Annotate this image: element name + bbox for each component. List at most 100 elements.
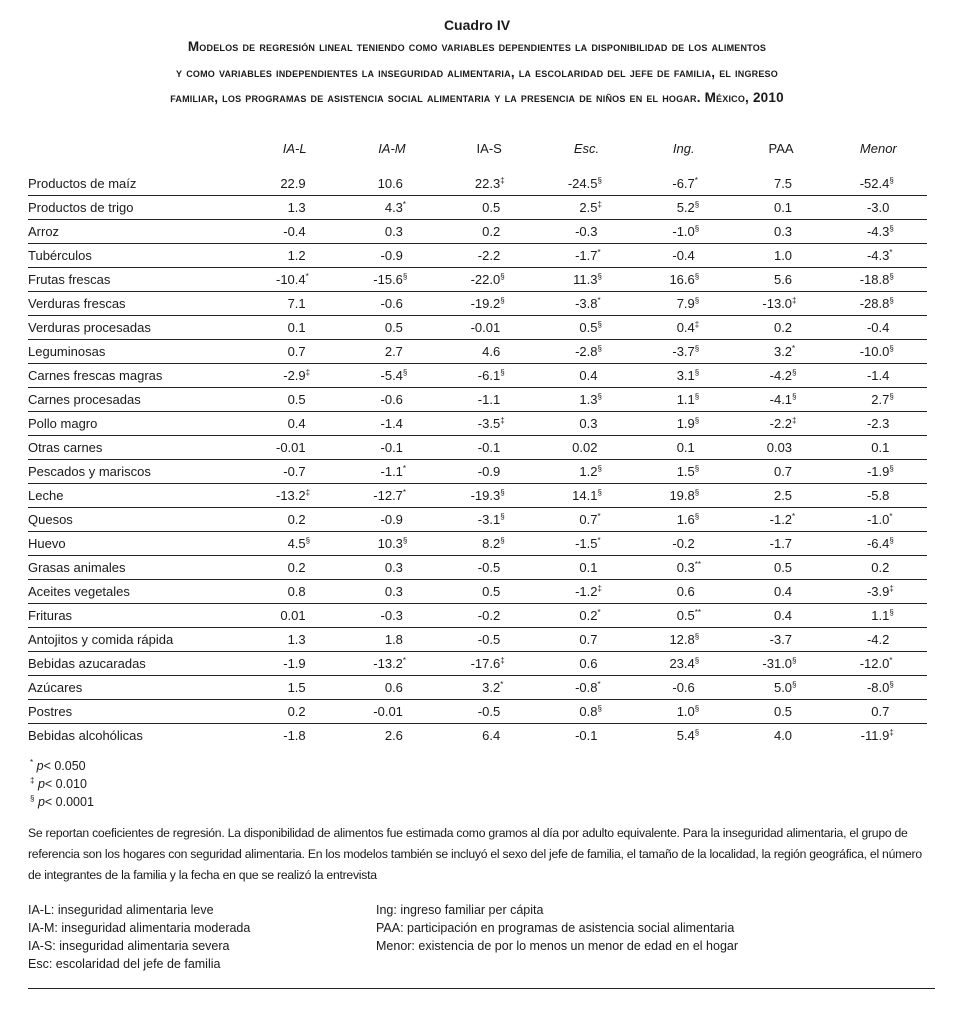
- table-row: Leche -13.2‡ -12.7* -19.3§ 14.1§ 19.8§ 2.5 -5.8: [28, 484, 927, 508]
- column-header-ia-l: IA-L: [282, 140, 307, 156]
- coefficient-value: -5.4§: [380, 368, 408, 383]
- coefficient-cell: 3.2*: [732, 340, 829, 364]
- coefficient-value: -3.1§: [477, 512, 505, 527]
- coefficient-value: -0.2: [672, 536, 695, 551]
- coefficient-value: 0.5: [482, 584, 501, 599]
- coefficient-cell: 0.2: [830, 556, 927, 580]
- coefficient-value: -0.9: [380, 512, 403, 527]
- coefficient-value: -3.0: [866, 200, 890, 215]
- coefficient-value: -0.4: [672, 248, 695, 263]
- abbreviation: Menor: existencia de por lo menos un men…: [376, 939, 739, 953]
- coefficient-cell: -0.2: [635, 532, 732, 556]
- coefficient-cell: -5.4§: [343, 364, 440, 388]
- table-row: Productos de maíz 22.9 10.6 22.3‡ -24.5§ -6.7…: [28, 172, 927, 196]
- coefficient-value: -1.8: [283, 728, 306, 743]
- coefficient-value: -6.1§: [477, 368, 505, 383]
- table-body: Productos de maíz 22.9 10.6 22.3‡ -24.5§ -6.7…: [28, 172, 927, 747]
- coefficient-value: 0.5: [287, 392, 306, 407]
- coefficient-value: -1.0*: [866, 512, 893, 527]
- table-row: Antojitos y comida rápida 1.3 1.8 -0.5 0.7 12…: [28, 628, 927, 652]
- coefficient-value: -0.7: [283, 464, 306, 479]
- coefficient-value: 4.6: [482, 344, 501, 359]
- coefficient-value: 0.5§: [579, 320, 602, 335]
- coefficient-value: -0.1: [477, 440, 501, 455]
- coefficient-value: 10.3§: [377, 536, 408, 551]
- coefficient-value: -0.3: [380, 608, 403, 623]
- coefficient-cell: 0.2*: [538, 604, 635, 628]
- coefficient-cell: -10.4*: [246, 268, 343, 292]
- coefficient-cell: -0.9: [441, 460, 538, 484]
- coefficient-cell: 0.2: [246, 700, 343, 724]
- abbreviation: IA-L: inseguridad alimentaria leve: [28, 903, 214, 917]
- coefficient-value: 1.5§: [676, 464, 700, 479]
- table-row: Azúcares 1.5 0.6 3.2* -0.8* -0.6 5.0§ -8.0§: [28, 676, 927, 700]
- significance-mark: *: [30, 758, 34, 767]
- coefficient-value: 0.4: [579, 368, 598, 383]
- abbreviation: Esc: escolaridad del jefe de familia: [28, 957, 221, 971]
- coefficient-value: -1.7*: [575, 248, 601, 263]
- row-label: Productos de maíz: [28, 176, 137, 191]
- abbreviation: IA-M: inseguridad alimentaria moderada: [28, 921, 251, 935]
- coefficient-cell: -0.1: [538, 724, 635, 748]
- coefficient-cell: -28.8§: [830, 292, 927, 316]
- table-row: Verduras procesadas 0.1 0.5 -0.01 0.5§ 0.4‡ 0.…: [28, 316, 927, 340]
- coefficient-cell: 1.5§: [635, 460, 732, 484]
- coefficient-cell: -1.1: [441, 388, 538, 412]
- regression-table: IA-L IA-M IA-S Esc. Ing. PAA Menor Produ…: [28, 136, 927, 747]
- coefficient-value: -0.6: [672, 680, 695, 695]
- coefficient-cell: 0.4: [538, 364, 635, 388]
- coefficient-cell: 1.8: [343, 628, 440, 652]
- coefficient-cell: -11.9‡: [830, 724, 927, 748]
- coefficient-value: -0.1: [380, 440, 403, 455]
- coefficient-cell: 5.4§: [635, 724, 732, 748]
- coefficient-cell: 1.2: [246, 244, 343, 268]
- row-label: Bebidas alcohólicas: [28, 728, 143, 743]
- coefficient-cell: -13.0‡: [732, 292, 829, 316]
- coefficient-value: 0.4‡: [676, 320, 700, 335]
- table-row: Grasas animales 0.2 0.3 -0.5 0.1 0.3** 0.5 0.2: [28, 556, 927, 580]
- coefficient-value: -1.7: [769, 536, 793, 551]
- coefficient-value: 5.0§: [773, 680, 797, 695]
- coefficient-value: -19.2§: [470, 296, 505, 311]
- coefficient-value: 0.3: [384, 560, 403, 575]
- coefficient-value: 0.2*: [579, 608, 601, 623]
- coefficient-value: 0.2: [482, 224, 501, 239]
- row-label: Pescados y mariscos: [28, 464, 151, 479]
- coefficient-cell: -52.4§: [830, 172, 927, 196]
- coefficient-cell: 2.7§: [830, 388, 927, 412]
- coefficient-cell: -0.4: [246, 220, 343, 244]
- coefficient-value: 0.2: [773, 320, 793, 335]
- significance-item: ‡ p< 0.010: [30, 775, 94, 793]
- coefficient-value: -4.2§: [769, 368, 797, 383]
- coefficient-cell: 1.2§: [538, 460, 635, 484]
- coefficient-value: -3.7§: [672, 344, 700, 359]
- coefficient-value: 0.3**: [676, 560, 701, 575]
- column-header-label: [28, 136, 246, 160]
- coefficient-value: 0.5**: [676, 608, 701, 623]
- coefficient-cell: -12.7*: [343, 484, 440, 508]
- coefficient-cell: 0.3: [732, 220, 829, 244]
- coefficient-cell: 0.2: [732, 316, 829, 340]
- coefficient-cell: -1.4: [830, 364, 927, 388]
- coefficient-cell: -1.4: [343, 412, 440, 436]
- coefficient-value: -4.3*: [866, 248, 893, 263]
- coefficient-cell: 11.3§: [538, 268, 635, 292]
- coefficient-cell: 0.2: [441, 220, 538, 244]
- coefficient-value: -4.2: [866, 632, 890, 647]
- coefficient-cell: -1.8: [246, 724, 343, 748]
- coefficient-cell: 2.7: [343, 340, 440, 364]
- coefficient-value: -4.1§: [769, 392, 797, 407]
- abbreviations-right: Ing: ingreso familiar per cápita PAA: pa…: [376, 901, 738, 955]
- coefficient-cell: 0.1: [246, 316, 343, 340]
- coefficient-value: -1.1*: [380, 464, 407, 479]
- coefficient-cell: -4.3§: [830, 220, 927, 244]
- coefficient-value: 0.7: [871, 704, 890, 719]
- coefficient-value: -0.01: [373, 704, 403, 719]
- coefficient-value: 0.7: [579, 632, 598, 647]
- coefficient-value: 1.2§: [579, 464, 602, 479]
- coefficient-value: 3.2*: [482, 680, 504, 695]
- row-label: Arroz: [28, 224, 60, 239]
- coefficient-cell: 1.1§: [635, 388, 732, 412]
- table-row: Postres 0.2 -0.01 -0.5 0.8§ 1.0§ 0.5 0.7: [28, 700, 927, 724]
- coefficient-cell: -0.5: [441, 700, 538, 724]
